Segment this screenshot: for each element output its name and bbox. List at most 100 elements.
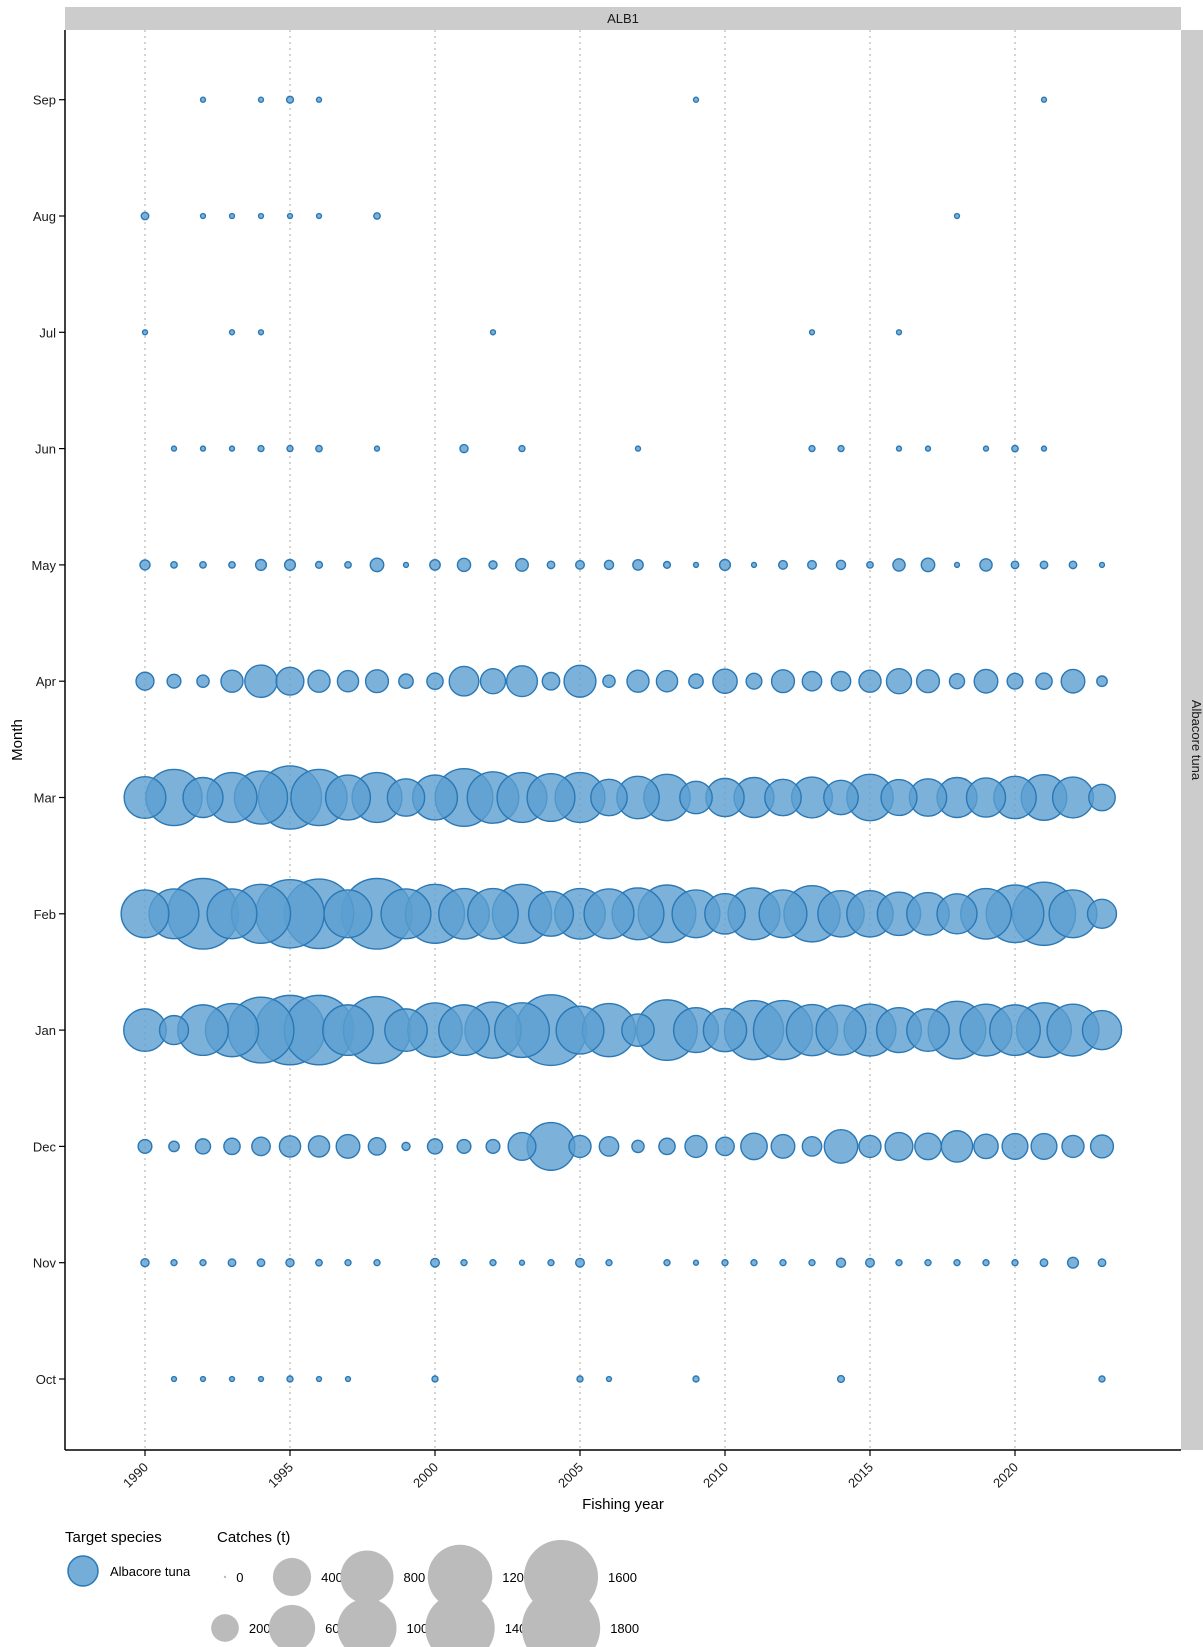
- data-point: [574, 1257, 586, 1268]
- facet-label-right: Albacore tuna: [1189, 700, 1203, 781]
- legend-size-key: [427, 1544, 493, 1610]
- data-point: [989, 1004, 1041, 1057]
- data-point: [206, 888, 258, 940]
- data-point: [982, 445, 990, 452]
- data-point: [488, 560, 498, 570]
- data-point: [764, 778, 802, 817]
- legend-size-label: 800: [404, 1570, 426, 1585]
- data-point: [1040, 445, 1048, 452]
- y-tick-label: Jan: [35, 1023, 56, 1038]
- y-tick-label: Jul: [39, 325, 56, 340]
- data-point: [830, 670, 852, 692]
- data-point: [344, 1259, 352, 1267]
- data-point: [223, 1137, 241, 1156]
- data-point: [307, 1135, 331, 1158]
- data-point: [1061, 1134, 1085, 1159]
- data-point: [823, 779, 859, 816]
- facet-strip-right: [1181, 30, 1203, 1450]
- data-point: [906, 1008, 950, 1053]
- data-point: [777, 559, 789, 570]
- data-point: [770, 669, 796, 694]
- data-point: [322, 1004, 374, 1057]
- legend-species-key: [67, 1555, 99, 1587]
- data-point: [438, 1004, 490, 1057]
- data-point: [801, 670, 823, 692]
- data-point: [315, 212, 323, 220]
- legend-size-key: [337, 1598, 397, 1647]
- data-point: [1006, 672, 1024, 690]
- data-point: [336, 669, 360, 693]
- data-point: [384, 1008, 428, 1053]
- data-point: [170, 560, 178, 569]
- data-point: [168, 1140, 180, 1153]
- data-point: [199, 96, 207, 103]
- data-point: [527, 890, 575, 937]
- legend-size-key: [425, 1593, 495, 1647]
- data-point: [835, 559, 847, 571]
- data-point: [315, 444, 323, 453]
- data-point: [626, 669, 650, 693]
- data-point: [555, 1005, 605, 1055]
- y-tick-label: Feb: [34, 907, 56, 922]
- data-point: [758, 889, 808, 939]
- data-point: [507, 1131, 537, 1161]
- points: [120, 95, 1123, 1384]
- legend-size-key: [268, 1604, 316, 1647]
- data-point: [779, 1259, 787, 1267]
- data-point: [563, 664, 597, 698]
- data-point: [515, 557, 529, 572]
- data-point: [688, 673, 704, 690]
- data-point: [692, 96, 700, 103]
- data-point: [398, 673, 414, 690]
- data-point: [286, 444, 294, 453]
- data-point: [590, 778, 628, 817]
- y-tick-label: Oct: [36, 1372, 57, 1387]
- data-point: [1035, 672, 1053, 691]
- y-tick-label: Dec: [33, 1139, 57, 1154]
- data-point: [344, 560, 352, 569]
- data-point: [367, 1137, 387, 1156]
- data-point: [315, 1258, 323, 1267]
- y-tick-label: Jun: [35, 442, 56, 457]
- data-point: [662, 560, 672, 569]
- data-point: [429, 558, 441, 571]
- data-point: [924, 1259, 932, 1267]
- data-point: [692, 1375, 700, 1383]
- data-point: [369, 557, 385, 573]
- data-point: [228, 560, 236, 569]
- legend-size-label: 1600: [608, 1570, 637, 1585]
- data-point: [170, 1259, 178, 1267]
- data-point: [315, 96, 323, 103]
- data-point: [936, 893, 978, 935]
- data-point: [973, 668, 999, 694]
- data-point: [373, 212, 381, 220]
- data-point: [244, 664, 278, 699]
- data-point: [634, 445, 642, 452]
- data-point: [456, 557, 472, 573]
- data-point: [914, 1132, 942, 1161]
- data-point: [953, 561, 961, 569]
- data-point: [141, 329, 149, 336]
- data-point: [715, 1136, 735, 1157]
- data-point: [1030, 1132, 1058, 1160]
- data-point: [892, 558, 906, 572]
- data-point: [227, 1258, 237, 1268]
- data-point: [314, 560, 324, 569]
- data-point: [228, 1375, 236, 1383]
- data-point: [199, 445, 207, 452]
- data-point: [123, 775, 167, 820]
- data-point: [278, 1135, 302, 1158]
- data-point: [750, 1259, 758, 1267]
- legend-size-label: 1200: [502, 1570, 531, 1585]
- data-point: [1081, 1009, 1123, 1051]
- y-tick-label: Aug: [33, 209, 56, 224]
- y-tick-label: Apr: [36, 674, 57, 689]
- data-point: [426, 1138, 444, 1155]
- data-point: [721, 1259, 729, 1267]
- data-point: [285, 95, 295, 104]
- data-point: [307, 669, 331, 693]
- x-axis-title: Fishing year: [582, 1496, 664, 1513]
- data-point: [485, 1138, 501, 1154]
- legend-size-label: 400: [321, 1570, 343, 1585]
